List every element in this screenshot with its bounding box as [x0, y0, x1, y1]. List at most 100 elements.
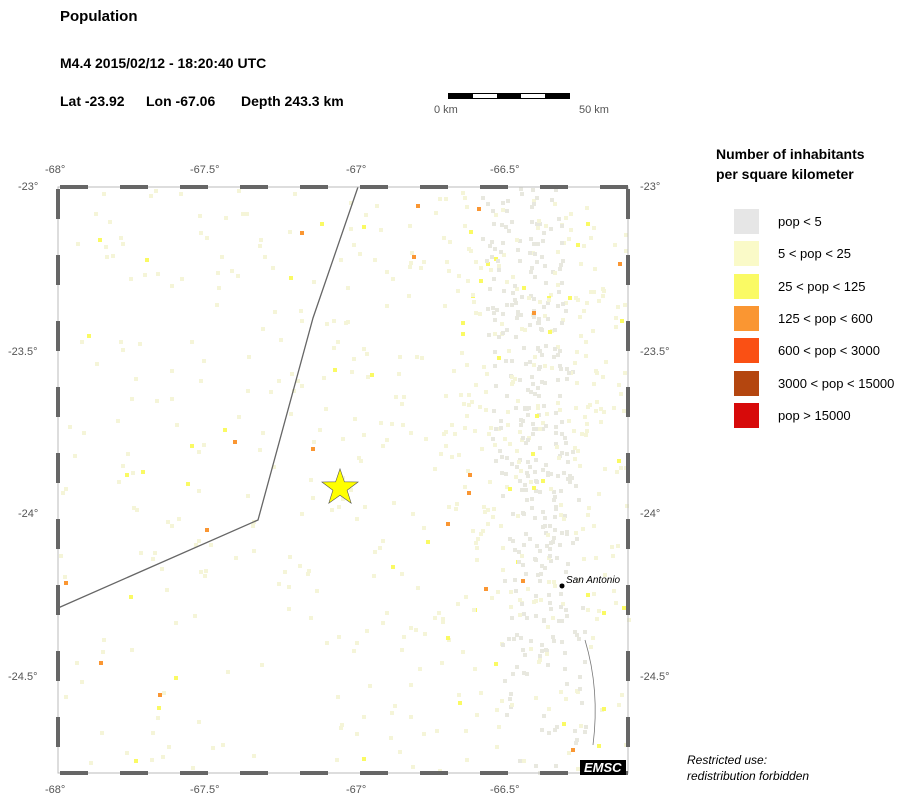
population-cell: [530, 220, 534, 224]
population-cell: [556, 345, 560, 349]
population-cell: [332, 346, 336, 350]
population-cell: [530, 205, 534, 209]
population-cell: [511, 672, 515, 676]
population-cell: [522, 512, 526, 516]
population-cell: [544, 344, 548, 348]
population-cell: [505, 209, 509, 213]
population-cell: [445, 260, 449, 264]
population-cell: [375, 204, 379, 208]
population-cell: [574, 296, 578, 300]
population-cell: [385, 270, 389, 274]
population-cell: [554, 425, 558, 429]
population-cell: [506, 423, 510, 427]
population-cell: [443, 304, 447, 308]
population-cell: [563, 436, 567, 440]
population-cell: [322, 376, 326, 380]
population-cell: [491, 306, 495, 310]
scale-bar: [448, 93, 570, 99]
population-cell: [623, 303, 627, 307]
population-cell: [579, 334, 583, 338]
population-cell: [194, 543, 198, 547]
population-cell: [586, 222, 590, 226]
population-cell: [573, 729, 577, 733]
population-cell: [101, 650, 105, 654]
population-cell: [558, 364, 562, 368]
population-cell: [561, 259, 565, 263]
lon-tick-bottom: -66.5°: [490, 784, 520, 796]
population-cell: [531, 382, 535, 386]
population-cell: [604, 360, 608, 364]
population-cell: [422, 260, 426, 264]
population-cell: [582, 309, 586, 313]
population-cell: [390, 711, 394, 715]
legend-label: 125 < pop < 600: [778, 310, 873, 326]
population-cell: [522, 543, 526, 547]
population-cell: [307, 569, 311, 573]
population-cell: [533, 252, 537, 256]
population-cell: [548, 554, 552, 558]
population-cell: [549, 541, 553, 545]
population-cell: [532, 242, 536, 246]
population-cell: [424, 437, 428, 441]
population-cell: [73, 454, 77, 458]
population-cell: [574, 741, 578, 745]
population-cell: [585, 301, 589, 305]
population-cell: [126, 452, 130, 456]
population-cell: [552, 498, 556, 502]
legend-swatch: [734, 370, 759, 396]
population-cell: [525, 471, 529, 475]
population-cell: [549, 227, 553, 231]
population-cell: [486, 262, 490, 266]
population-cell: [95, 362, 99, 366]
population-cell: [538, 549, 542, 553]
population-cell: [379, 228, 383, 232]
population-cell: [553, 728, 557, 732]
population-cell: [597, 744, 601, 748]
population-cell: [583, 660, 587, 664]
population-cell: [524, 488, 528, 492]
population-cell: [544, 281, 548, 285]
population-cell: [537, 219, 541, 223]
population-cell: [564, 309, 568, 313]
population-cell: [259, 238, 263, 242]
population-cell: [80, 340, 84, 344]
population-cell: [335, 758, 339, 762]
population-cell: [521, 648, 525, 652]
population-cell: [531, 452, 535, 456]
population-cell: [474, 311, 478, 315]
population-cell: [574, 531, 578, 535]
population-cell: [251, 524, 255, 528]
population-cell: [540, 643, 544, 647]
population-cell: [625, 504, 629, 508]
population-cell: [551, 635, 555, 639]
population-cell: [211, 746, 215, 750]
population-cell: [594, 409, 598, 413]
population-cell: [350, 370, 354, 374]
population-cell: [402, 395, 406, 399]
population-cell: [523, 483, 527, 487]
population-cell: [156, 272, 160, 276]
population-cell: [576, 767, 580, 771]
population-cell: [472, 300, 476, 304]
population-cell: [298, 564, 302, 568]
population-cell: [389, 736, 393, 740]
lon-tick-top: -67°: [346, 164, 367, 176]
population-cell: [557, 619, 561, 623]
population-cell: [246, 389, 250, 393]
population-cell: [518, 430, 522, 434]
population-cell: [516, 310, 520, 314]
population-cell: [141, 470, 145, 474]
population-cell: [446, 522, 450, 526]
population-cell: [117, 480, 121, 484]
population-cell: [538, 427, 542, 431]
population-cell: [111, 254, 115, 258]
population-cell: [341, 497, 345, 501]
population-cell: [553, 202, 557, 206]
population-cell: [496, 259, 500, 263]
population-cell: [580, 701, 584, 705]
lat-tick-left: -23.5°: [8, 346, 38, 358]
population-cell: [483, 510, 487, 514]
population-cell: [409, 431, 413, 435]
population-cell: [559, 367, 563, 371]
